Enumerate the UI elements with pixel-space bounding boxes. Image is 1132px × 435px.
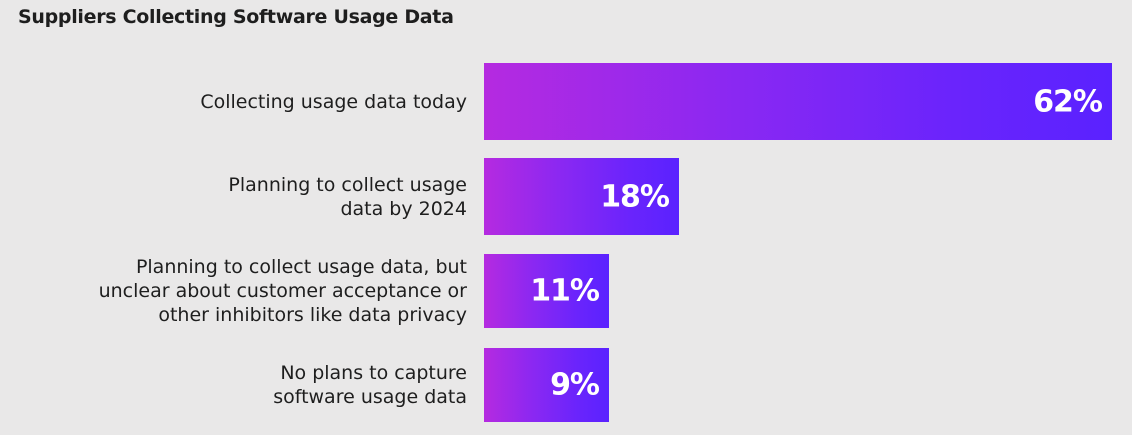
- bar-row: Planning to collect usage data, but uncle…: [0, 254, 1132, 328]
- category-label-line: unclear about customer acceptance or: [98, 280, 467, 302]
- category-label: Collecting usage data today: [27, 90, 467, 114]
- category-label: Planning to collect usage data by 2024: [27, 173, 467, 221]
- bar: 9%: [484, 348, 609, 422]
- data-label: 9%: [550, 367, 600, 403]
- data-label: 62%: [1033, 84, 1103, 119]
- category-label: No plans to capture software usage data: [27, 361, 467, 409]
- bar-row: Planning to collect usage data by 2024 18%: [0, 158, 1132, 235]
- category-label-line: Collecting usage data today: [200, 90, 467, 113]
- category-label: Planning to collect usage data, but uncle…: [27, 255, 467, 327]
- category-label-line: No plans to capture: [280, 362, 467, 384]
- category-label-line: Planning to collect usage data, but: [135, 256, 467, 278]
- category-label-line: data by 2024: [340, 197, 467, 220]
- bar-row: Collecting usage data today 62%: [0, 63, 1132, 140]
- category-label-line: other inhibitors like data privacy: [158, 304, 467, 326]
- category-label-line: software usage data: [273, 386, 467, 408]
- bar: 11%: [484, 254, 609, 328]
- bar-row: No plans to capture software usage data 9%: [0, 348, 1132, 422]
- bar: 18%: [484, 158, 679, 235]
- bar: 62%: [484, 63, 1112, 140]
- category-label-line: Planning to collect usage: [228, 173, 467, 196]
- data-label: 11%: [530, 273, 600, 309]
- chart-title: Suppliers Collecting Software Usage Data: [18, 6, 454, 28]
- data-label: 18%: [600, 179, 670, 214]
